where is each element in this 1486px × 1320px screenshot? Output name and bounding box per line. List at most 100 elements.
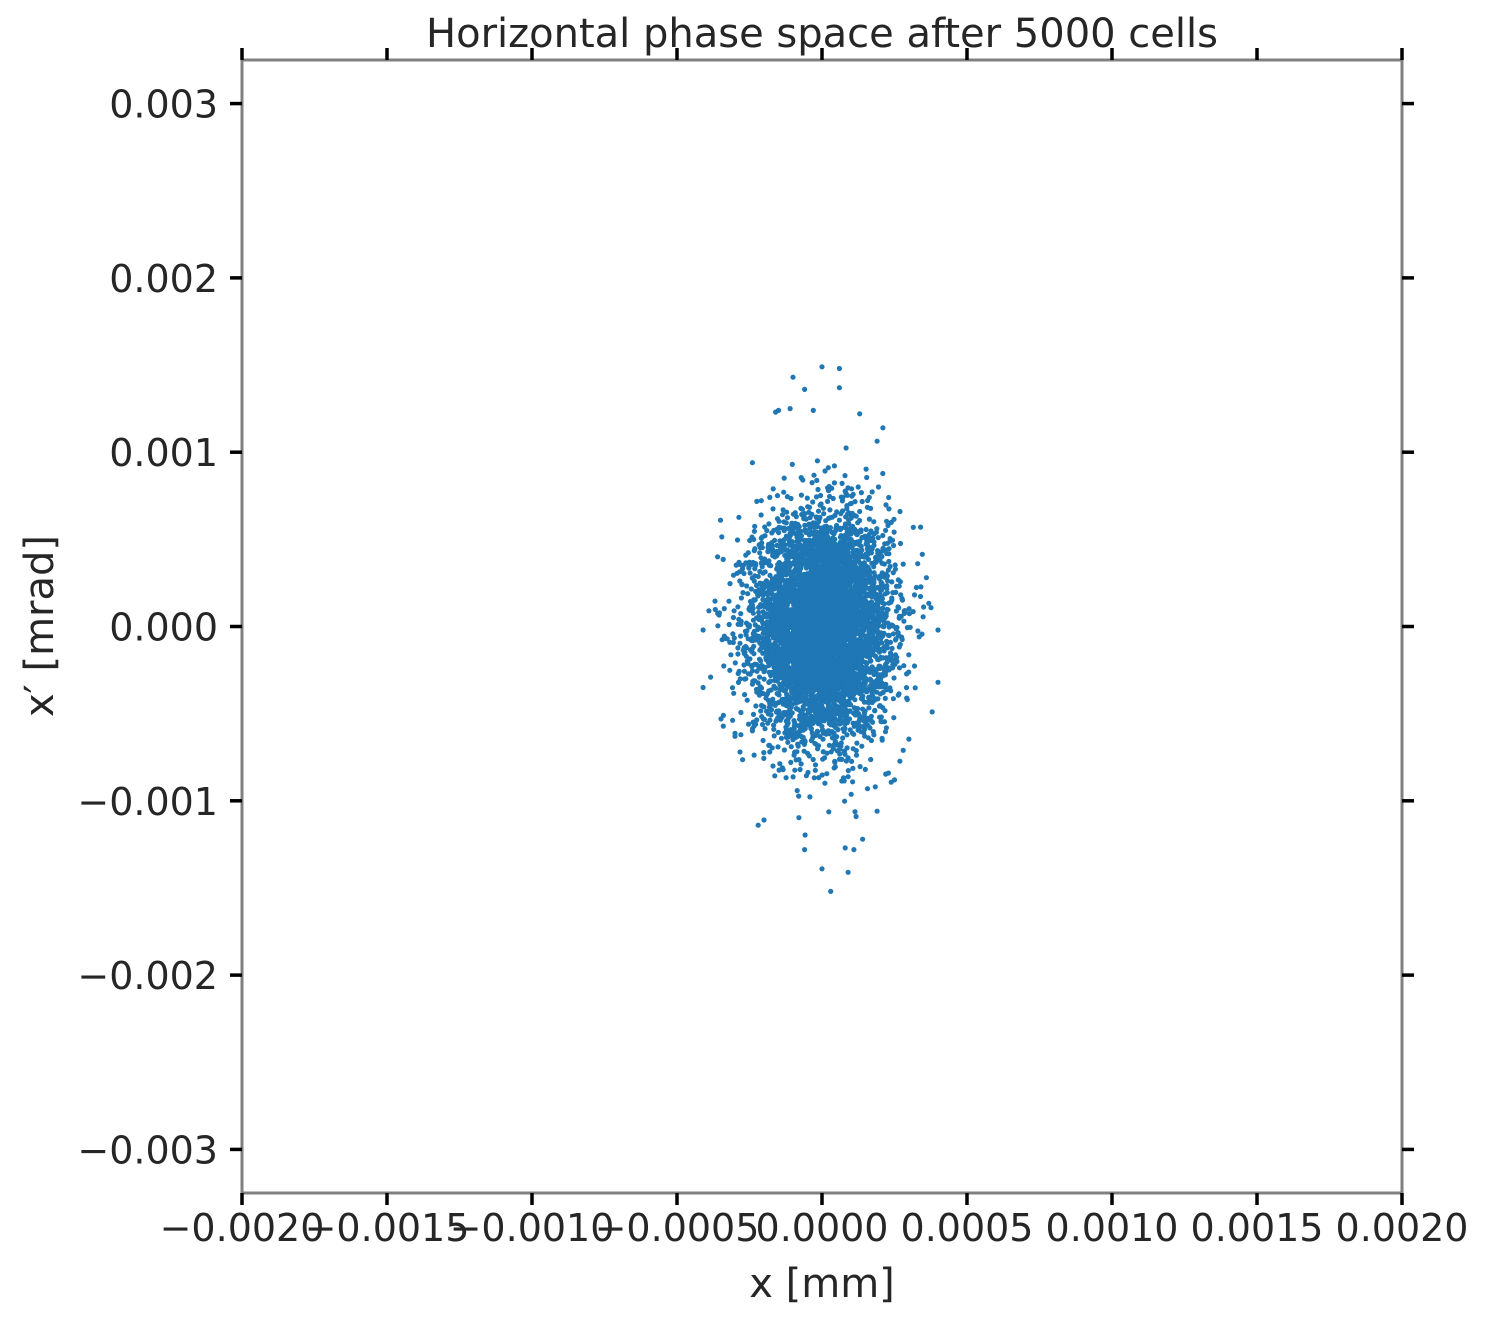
scatter-point — [741, 570, 747, 577]
scatter-point — [801, 748, 807, 754]
scatter-point — [814, 477, 820, 483]
scatter-point — [760, 589, 766, 595]
scatter-point — [772, 773, 778, 779]
scatter-point — [877, 584, 883, 590]
scatter-point — [856, 683, 863, 689]
scatter-point — [794, 522, 800, 529]
scatter-point — [864, 474, 870, 481]
scatter-point — [767, 706, 774, 712]
scatter-point — [775, 729, 781, 736]
scatter-point — [790, 774, 796, 780]
scatter-point — [745, 661, 751, 667]
scatter-point — [761, 750, 767, 756]
scatter-point — [862, 708, 868, 714]
scatter-point — [826, 716, 832, 723]
scatter-point — [845, 768, 851, 774]
scatter-point — [719, 534, 725, 540]
scatter-point — [843, 445, 849, 451]
scatter-point — [781, 543, 787, 549]
scatter-point — [871, 564, 877, 570]
scatter-point — [757, 545, 764, 551]
scatter-point — [735, 645, 741, 651]
scatter-point — [912, 685, 918, 691]
scatter-point — [721, 663, 727, 669]
scatter-point — [793, 544, 799, 551]
scatter-point — [826, 809, 832, 815]
scatter-point — [919, 551, 925, 557]
scatter-point — [740, 757, 746, 763]
scatter-point — [888, 519, 894, 526]
scatter-point — [756, 609, 762, 616]
scatter-point — [842, 473, 848, 479]
scatter-point — [841, 718, 848, 724]
scatter-point — [729, 685, 736, 691]
scatter-point — [819, 551, 825, 557]
scatter-point — [731, 608, 737, 614]
scatter-point — [781, 710, 787, 716]
scatter-point — [892, 562, 898, 568]
scatter-point — [857, 508, 863, 515]
scatter-point — [845, 511, 851, 517]
scatter-point — [763, 578, 770, 584]
scatter-point — [928, 605, 934, 611]
scatter-point — [795, 706, 801, 713]
scatter-point — [735, 679, 742, 686]
scatter-point — [805, 504, 811, 510]
scatter-point — [803, 722, 809, 728]
scatter-point — [890, 570, 896, 576]
scatter-point — [768, 586, 774, 592]
scatter-point — [802, 738, 808, 744]
scatter-point — [850, 491, 856, 497]
scatter-point — [877, 714, 883, 720]
scatter-point — [730, 572, 737, 578]
scatter-point — [826, 742, 833, 748]
scatter-point — [730, 614, 737, 621]
scatter-point — [899, 597, 906, 603]
scatter-point — [844, 534, 851, 541]
scatter-point — [789, 710, 795, 716]
scatter-point — [820, 736, 826, 742]
scatter-point — [879, 640, 885, 646]
scatter-point — [897, 758, 903, 764]
scatter-point — [850, 779, 856, 785]
scatter-point — [771, 733, 777, 739]
scatter-point — [872, 784, 878, 790]
scatter-point — [879, 570, 885, 576]
scatter-point — [917, 593, 924, 600]
scatter-point — [906, 669, 912, 675]
scatter-point — [818, 492, 824, 499]
scatter-point — [747, 656, 753, 662]
scatter-point — [822, 780, 828, 786]
scatter-point — [754, 668, 760, 674]
scatter-point — [751, 752, 757, 758]
scatter-point — [762, 726, 768, 732]
scatter-point — [875, 696, 881, 702]
scatter-point — [900, 561, 906, 567]
scatter-point — [751, 578, 757, 584]
scatter-point — [737, 749, 743, 755]
scatter-point — [840, 735, 846, 741]
scatter-point — [881, 561, 888, 567]
scatter-point — [831, 463, 838, 469]
scatter-point — [890, 590, 896, 596]
scatter-point — [807, 794, 813, 800]
scatter-point — [774, 708, 780, 714]
scatter-point — [747, 570, 753, 576]
scatter-point — [815, 714, 822, 720]
scatter-point — [827, 507, 833, 513]
scatter-point — [862, 766, 868, 773]
scatter-point — [767, 702, 774, 708]
scatter-point — [751, 536, 757, 543]
scatter-point — [770, 506, 776, 512]
scatter-point — [859, 608, 865, 614]
scatter-point — [856, 573, 862, 579]
scatter-point — [810, 689, 816, 695]
scatter-point — [788, 759, 794, 766]
scatter-point — [784, 515, 791, 521]
scatter-point — [757, 568, 763, 575]
scatter-point — [791, 752, 797, 758]
scatter-point — [850, 593, 856, 599]
scatter-points — [700, 364, 941, 895]
scatter-point — [844, 732, 850, 738]
scatter-point — [716, 610, 723, 616]
